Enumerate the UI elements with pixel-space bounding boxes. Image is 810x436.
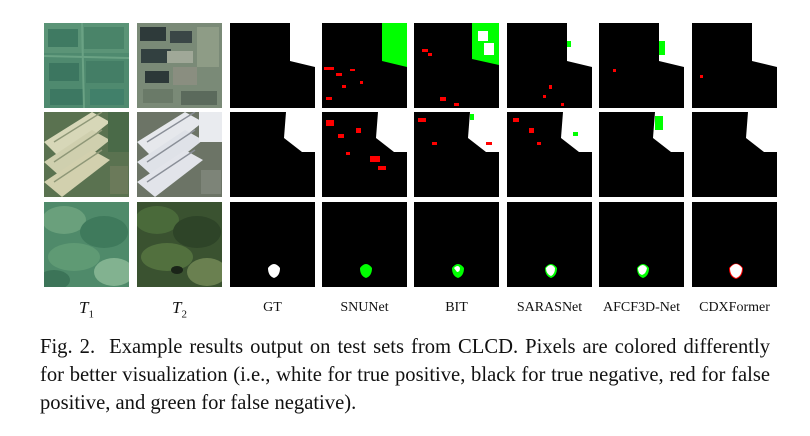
column-label-gt: GT [263,300,282,315]
column-label-t2: T2 [172,298,187,321]
row3-t2-image [137,202,222,287]
row2-afcf3d-map [599,112,684,197]
row2-t1-image [44,112,129,197]
row3-cdxformer-map [692,202,777,287]
row1-sarasnet-map [507,23,592,108]
caption-text: Example results output on test sets from… [40,336,771,414]
column-label-snunet: SNUNet [340,300,389,315]
row2-bit-map [414,112,499,197]
row1-afcf3d-map [599,23,684,108]
row3-bit-map [414,202,499,287]
row3-t1-image [44,202,129,287]
column-label-bit: BIT [445,300,468,315]
row2-snunet-map [322,112,407,197]
column-label-t1: T1 [79,298,94,321]
row1-t1-image [44,23,129,108]
row1-t2-image [137,23,222,108]
column-label-afcf3d-net: AFCF3D-Net [602,300,680,315]
figure-grid [44,23,777,287]
row3-afcf3d-map [599,202,684,287]
row3-snunet-map [322,202,407,287]
row3-gt-map [230,202,315,287]
row1-cdxformer-map [692,23,777,108]
column-label-sarasnet: SARASNet [516,300,583,315]
row2-sarasnet-map [507,112,592,197]
row2-gt-map [230,112,315,197]
row1-snunet-map [322,23,407,108]
row1-bit-map [414,23,499,108]
row3-sarasnet-map [507,202,592,287]
figure-caption: Fig. 2. Example results output on test s… [40,333,770,417]
figure-label: Fig. 2. [40,336,96,358]
column-label-cdxformer: CDXFormer [699,300,770,315]
row2-t2-image [137,112,222,197]
row2-cdxformer-map [692,112,777,197]
row1-gt-map [230,23,315,108]
